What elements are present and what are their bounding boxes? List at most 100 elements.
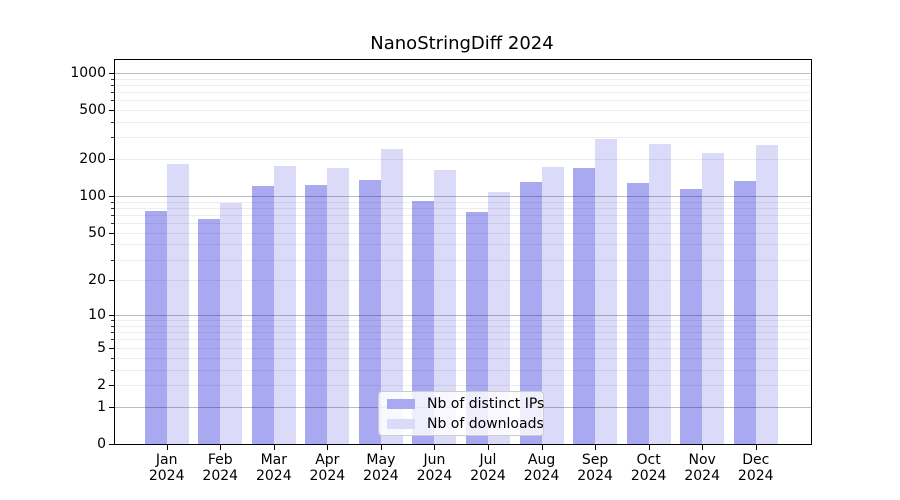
legend-swatch-distinct-ips — [387, 398, 415, 409]
x-tick-label: Nov 2024 — [670, 452, 734, 484]
bar-downloads-nov — [702, 153, 725, 444]
bar-downloads-jan — [166, 163, 189, 444]
bar-distinct-ips-dec — [733, 181, 756, 444]
x-tick-mark — [220, 445, 222, 450]
x-tick-month: Jan — [155, 452, 178, 468]
minor-gridline — [114, 232, 811, 234]
right-spine — [811, 59, 812, 445]
x-tick-mark — [648, 445, 650, 450]
x-tick-year: 2024 — [684, 468, 720, 484]
y-tick-label: 200 — [79, 151, 106, 168]
y-minor-tick-mark — [111, 320, 114, 322]
bar-downloads-apr — [327, 168, 350, 444]
minor-gridline — [114, 320, 811, 322]
minor-gridline — [114, 159, 811, 161]
x-tick-month: Nov — [688, 452, 716, 468]
y-tick-label: 5 — [97, 339, 106, 356]
y-tick-mark — [109, 384, 114, 386]
y-minor-tick-mark — [111, 332, 114, 334]
bar-distinct-ips-nov — [680, 189, 703, 444]
y-tick-label: 50 — [88, 224, 106, 241]
x-tick-mark — [541, 445, 543, 450]
minor-gridline — [114, 244, 811, 246]
major-gridline — [114, 315, 811, 317]
x-tick-year: 2024 — [577, 468, 613, 484]
y-minor-tick-mark — [111, 91, 114, 93]
x-tick-year: 2024 — [309, 468, 346, 484]
y-minor-tick-mark — [111, 137, 114, 139]
top-spine — [114, 59, 812, 60]
bar-downloads-sep — [595, 139, 618, 444]
y-minor-tick-mark — [111, 121, 114, 123]
x-tick-label: May 2024 — [349, 452, 413, 484]
x-tick-mark — [488, 445, 489, 450]
y-tick-mark — [109, 315, 114, 317]
x-tick-year: 2024 — [202, 468, 239, 484]
x-tick-month: Sep — [581, 452, 609, 468]
y-tick-label: 100 — [79, 188, 106, 205]
x-tick-label: Jul 2024 — [456, 452, 520, 484]
bar-distinct-ips-oct — [626, 183, 649, 444]
minor-gridline — [114, 201, 811, 203]
x-tick-mark — [702, 445, 704, 450]
x-tick-month: Feb — [207, 452, 233, 468]
y-minor-tick-mark — [111, 369, 114, 371]
x-tick-label: Dec 2024 — [724, 452, 788, 484]
x-tick-year: 2024 — [523, 468, 560, 484]
minor-gridline — [114, 214, 811, 216]
y-tick-mark — [109, 232, 114, 234]
y-minor-tick-mark — [111, 207, 114, 209]
major-gridline — [114, 72, 811, 74]
legend-label-downloads: Nb of downloads — [427, 415, 544, 432]
y-tick-mark — [109, 280, 114, 282]
bar-downloads-may — [380, 148, 403, 444]
plot-area — [114, 59, 811, 445]
y-minor-tick-mark — [111, 100, 114, 102]
x-tick-mark — [595, 445, 597, 450]
bar-distinct-ips-jan — [144, 210, 167, 444]
major-gridline — [114, 196, 811, 198]
legend-item-downloads: Nb of downloads — [387, 416, 544, 432]
x-tick-mark — [380, 445, 382, 450]
legend-swatch-downloads — [387, 418, 415, 429]
x-tick-month: Aug — [527, 452, 556, 468]
minor-gridline — [114, 137, 811, 139]
x-tick-year: 2024 — [255, 468, 292, 484]
minor-gridline — [114, 357, 811, 359]
x-tick-year: 2024 — [737, 468, 774, 484]
y-tick-mark — [109, 406, 114, 408]
minor-gridline — [114, 223, 811, 225]
x-tick-label: Feb 2024 — [188, 452, 252, 484]
y-tick-label: 0 — [97, 436, 106, 452]
y-tick-label: 20 — [88, 272, 106, 289]
bar-downloads-oct — [648, 144, 671, 444]
x-tick-label: Apr 2024 — [295, 452, 359, 484]
bar-distinct-ips-sep — [573, 168, 596, 444]
bar-distinct-ips-mar — [251, 185, 274, 444]
minor-gridline — [114, 91, 811, 93]
chart-title: NanoStringDiff 2024 — [370, 33, 554, 54]
x-tick-month: Jul — [479, 452, 497, 468]
bar-distinct-ips-apr — [305, 184, 328, 444]
x-tick-label: Jan 2024 — [135, 452, 199, 484]
x-tick-year: 2024 — [416, 468, 453, 484]
bar-distinct-ips-jul — [466, 212, 488, 444]
x-tick-year: 2024 — [363, 468, 399, 484]
bar-distinct-ips-jun — [412, 201, 435, 444]
minor-gridline — [114, 259, 811, 261]
x-tick-mark — [273, 445, 275, 450]
x-tick-mark — [327, 445, 329, 450]
x-tick-month: May — [366, 452, 396, 468]
bar-downloads-jun — [434, 170, 457, 444]
minor-gridline — [114, 369, 811, 371]
bar-distinct-ips-feb — [198, 218, 221, 444]
y-minor-tick-mark — [111, 223, 114, 225]
y-tick-label: 1000 — [70, 64, 106, 81]
y-tick-mark — [109, 159, 114, 161]
x-tick-year: 2024 — [630, 468, 667, 484]
minor-gridline — [114, 347, 811, 349]
minor-gridline — [114, 100, 811, 102]
x-tick-label: Jun 2024 — [402, 452, 466, 484]
bar-downloads-mar — [273, 165, 296, 444]
